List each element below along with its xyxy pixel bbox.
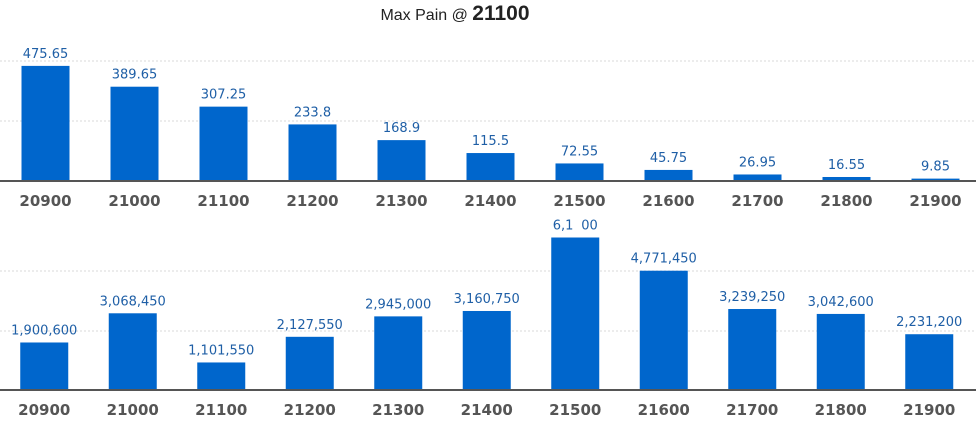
chart-title: Max Pain @ 21100	[0, 0, 910, 30]
data-label: 2,127,550	[277, 318, 343, 333]
data-label: 72.55	[561, 144, 598, 159]
data-label: 115.5	[472, 134, 509, 149]
data-label: 6,1 00	[553, 219, 598, 234]
title-prefix: Max Pain @	[380, 7, 468, 24]
bar-20900	[20, 342, 69, 390]
bar-21200	[288, 124, 337, 181]
x-tick-label: 21000	[108, 192, 160, 210]
x-tick-label: 21900	[903, 401, 955, 419]
bar-21900	[905, 334, 954, 390]
x-tick-label: 21600	[642, 192, 694, 210]
data-label: 16.55	[828, 158, 865, 173]
data-label: 233.8	[294, 105, 331, 120]
x-tick-label: 21300	[372, 401, 424, 419]
x-tick-label: 20900	[19, 192, 71, 210]
bar-21800	[822, 176, 871, 181]
bar-21500	[551, 237, 600, 390]
x-tick-label: 21500	[553, 192, 605, 210]
data-label: 4,771,450	[631, 252, 697, 267]
x-tick-label: 21500	[549, 401, 601, 419]
bar-21400	[462, 310, 511, 390]
x-tick-label: 21800	[815, 401, 867, 419]
bar-21000	[110, 86, 159, 181]
bar-21600	[639, 270, 688, 390]
x-tick-label: 21700	[731, 192, 783, 210]
data-label: 1,900,600	[11, 323, 77, 338]
x-tick-label: 21800	[820, 192, 872, 210]
bar-21200	[285, 336, 334, 390]
bar-21700	[733, 174, 782, 181]
x-tick-label: 21700	[726, 401, 778, 419]
bar-20900	[21, 65, 70, 181]
data-label: 26.95	[739, 155, 776, 170]
max-pain-value: 21100	[472, 2, 530, 25]
bar-21100	[199, 106, 248, 181]
data-label: 1,101,550	[188, 343, 254, 358]
data-label: 3,160,750	[454, 292, 520, 307]
data-label: 3,068,450	[100, 294, 166, 309]
x-tick-label: 21200	[284, 401, 336, 419]
bar-21700	[728, 309, 777, 390]
data-label: 3,239,250	[719, 290, 785, 305]
x-tick-label: 21600	[638, 401, 690, 419]
data-label: 307.25	[201, 88, 247, 103]
pain-value-chart: 1,900,600 20900 3,068,450 21000 1,101,550 211…	[0, 219, 976, 419]
x-tick-label: 21900	[909, 192, 961, 210]
bar-21600	[644, 169, 693, 181]
bar-21400	[466, 153, 515, 181]
bar-21500	[555, 163, 604, 181]
bar-21900	[911, 178, 960, 181]
data-label: 9.85	[921, 160, 950, 175]
data-label: 168.9	[383, 121, 420, 136]
bar-21000	[108, 313, 157, 390]
option-price-chart: 475.65 20900 389.65 21000 307.25 21100 233.8 21…	[0, 47, 976, 210]
data-label: 475.65	[23, 47, 69, 62]
x-tick-label: 21400	[464, 192, 516, 210]
x-tick-label: 21200	[286, 192, 338, 210]
bar-21100	[197, 362, 246, 390]
data-label: 3,042,600	[808, 295, 874, 310]
bar-21300	[374, 316, 423, 390]
bar-21300	[377, 140, 426, 181]
x-tick-label: 21100	[197, 192, 249, 210]
x-tick-label: 21000	[107, 401, 159, 419]
data-label: 45.75	[650, 151, 687, 166]
x-tick-label: 21100	[195, 401, 247, 419]
x-tick-label: 21300	[375, 192, 427, 210]
data-label: 389.65	[112, 68, 158, 83]
x-tick-label: 20900	[18, 401, 70, 419]
data-label: 2,945,000	[365, 297, 431, 312]
data-label: 2,231,200	[896, 315, 962, 330]
x-tick-label: 21400	[461, 401, 513, 419]
bar-21800	[816, 313, 865, 390]
